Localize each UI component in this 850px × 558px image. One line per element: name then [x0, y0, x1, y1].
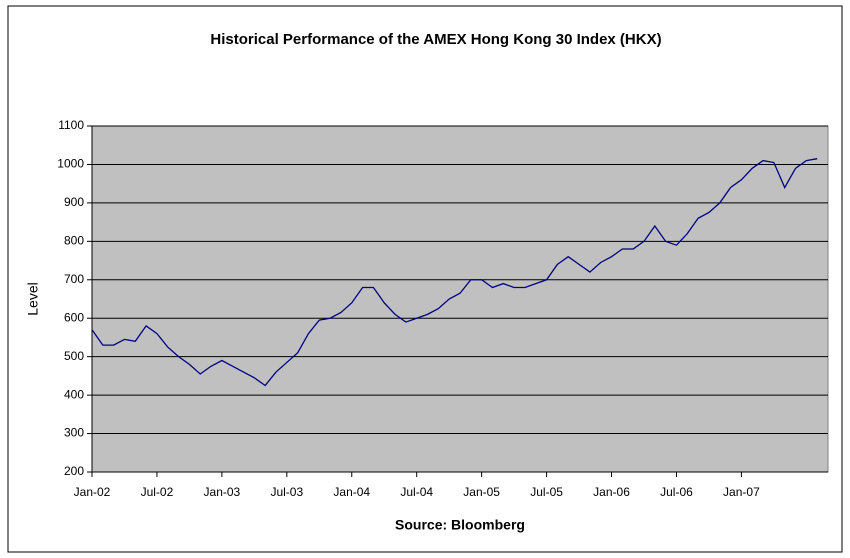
y-tick-label: 1000 — [57, 157, 84, 171]
x-axis-title: Source: Bloomberg — [395, 517, 525, 533]
y-tick-label: 200 — [64, 464, 84, 478]
chart-title: Historical Performance of the AMEX Hong … — [210, 31, 661, 48]
x-tick-label: Jul-06 — [660, 485, 693, 499]
y-tick-label: 500 — [64, 349, 84, 363]
y-tick-label: 900 — [64, 195, 84, 209]
x-tick-label: Jan-05 — [463, 485, 500, 499]
y-tick-label: 1100 — [58, 118, 84, 132]
x-tick-label: Jan-04 — [333, 485, 370, 499]
x-tick-label: Jan-06 — [593, 485, 630, 499]
x-tick-label: Jul-02 — [141, 485, 174, 499]
y-tick-label: 300 — [64, 426, 84, 440]
line-series — [91, 158, 818, 387]
x-tick-label: Jul-05 — [530, 485, 563, 499]
x-tick-label: Jul-04 — [400, 485, 433, 499]
y-tick-label: 700 — [64, 272, 84, 286]
y-tick-label: 800 — [64, 234, 84, 248]
y-tick-label: 600 — [64, 310, 84, 324]
x-tick-label: Jul-03 — [270, 485, 303, 499]
y-tick-label: 400 — [64, 387, 84, 401]
y-axis-title: Level — [25, 282, 41, 315]
x-tick-label: Jan-03 — [204, 485, 241, 499]
plot-area — [91, 125, 829, 473]
x-tick-label: Jan-02 — [74, 485, 111, 499]
x-tick-label: Jan-07 — [723, 485, 760, 499]
